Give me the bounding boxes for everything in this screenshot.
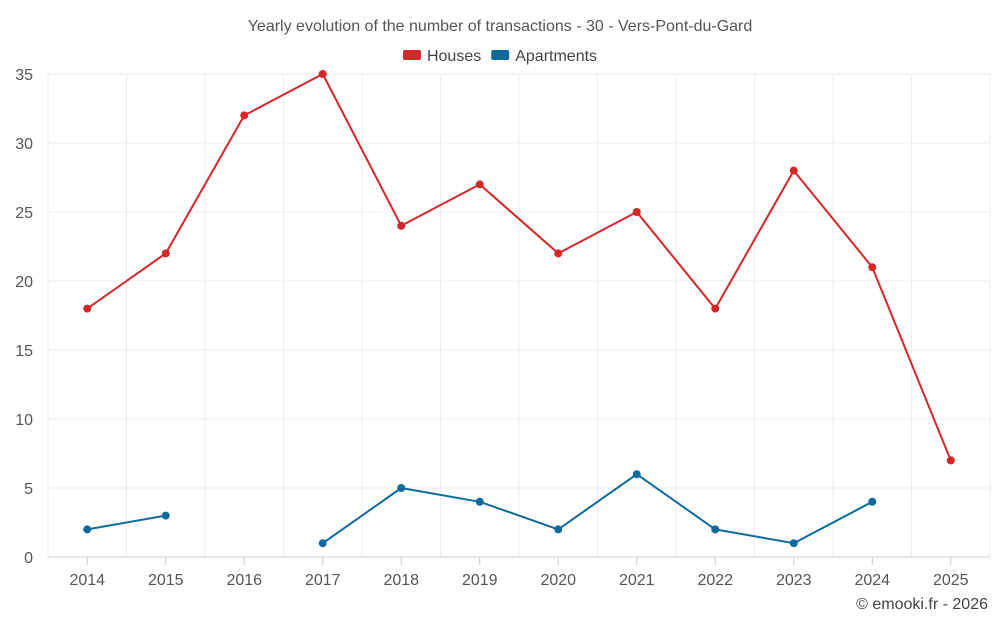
data-point[interactable] bbox=[83, 525, 92, 534]
data-point[interactable] bbox=[318, 539, 327, 548]
x-tick-label: 2020 bbox=[540, 572, 576, 589]
x-tick-label: 2023 bbox=[776, 572, 812, 589]
data-point[interactable] bbox=[632, 470, 641, 479]
data-point[interactable] bbox=[946, 456, 955, 465]
data-point[interactable] bbox=[161, 511, 170, 520]
data-point[interactable] bbox=[632, 208, 641, 216]
legend-label[interactable]: Houses bbox=[427, 48, 481, 65]
data-point[interactable] bbox=[554, 249, 563, 258]
chart-title: Yearly evolution of the number of transa… bbox=[248, 18, 753, 35]
series-group bbox=[83, 70, 955, 548]
data-point[interactable] bbox=[397, 221, 406, 230]
data-point[interactable] bbox=[475, 497, 484, 506]
y-tick-label: 20 bbox=[15, 274, 33, 291]
series-line bbox=[87, 514, 166, 531]
series-houses bbox=[83, 70, 955, 465]
data-point[interactable] bbox=[240, 111, 249, 120]
x-tick-label: 2018 bbox=[383, 572, 419, 589]
y-tick-label: 0 bbox=[24, 550, 33, 567]
data-point[interactable] bbox=[789, 166, 798, 175]
y-tick-label: 35 bbox=[15, 67, 33, 84]
data-point[interactable] bbox=[554, 525, 563, 534]
data-point[interactable] bbox=[397, 484, 406, 492]
x-tick-label: 2022 bbox=[697, 572, 733, 589]
data-point[interactable] bbox=[789, 539, 798, 548]
grid-lines bbox=[47, 73, 991, 557]
y-tick-label: 15 bbox=[15, 343, 33, 360]
data-point[interactable] bbox=[83, 304, 92, 313]
data-point[interactable] bbox=[318, 70, 327, 78]
legend-swatch[interactable] bbox=[491, 50, 510, 60]
y-tick-label: 10 bbox=[15, 412, 33, 429]
series-apartments bbox=[83, 470, 877, 548]
legend[interactable]: Houses Apartments bbox=[402, 48, 597, 65]
legend-swatch[interactable] bbox=[402, 50, 421, 60]
data-point[interactable] bbox=[711, 304, 720, 313]
data-point[interactable] bbox=[475, 180, 484, 189]
data-point[interactable] bbox=[868, 497, 877, 506]
x-tick-label: 2019 bbox=[462, 572, 498, 589]
x-tick-label: 2014 bbox=[69, 572, 105, 589]
data-point[interactable] bbox=[161, 249, 170, 258]
series-line bbox=[322, 473, 873, 545]
x-tick-label: 2024 bbox=[854, 572, 890, 589]
y-tick-label: 30 bbox=[15, 136, 33, 153]
x-tick-label: 2016 bbox=[226, 572, 262, 589]
credit-text: © emooki.fr - 2026 bbox=[856, 596, 988, 613]
x-tick-label: 2015 bbox=[148, 572, 184, 589]
x-tick-label: 2017 bbox=[305, 572, 341, 589]
legend-label[interactable]: Apartments bbox=[515, 48, 597, 65]
x-tick-label: 2021 bbox=[619, 572, 655, 589]
y-tick-label: 25 bbox=[15, 205, 33, 222]
data-point[interactable] bbox=[868, 263, 877, 272]
y-tick-label: 5 bbox=[24, 481, 33, 498]
series-line bbox=[86, 73, 952, 461]
x-tick-label: 2025 bbox=[933, 572, 969, 589]
data-point[interactable] bbox=[711, 525, 720, 534]
